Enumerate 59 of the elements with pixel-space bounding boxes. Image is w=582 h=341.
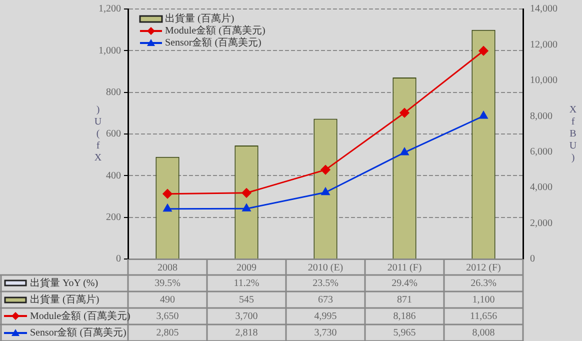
text: 23.5% xyxy=(312,278,338,289)
data-label: 871 xyxy=(397,294,412,306)
point xyxy=(242,204,251,212)
y2-axis-title: XfBU) xyxy=(569,104,578,164)
text: 26.3% xyxy=(470,278,496,289)
y-tick-label: 1,200 xyxy=(98,4,121,15)
data-label: 3,730 xyxy=(314,327,337,338)
text: 29.4% xyxy=(392,278,418,289)
data-label: 3,700 xyxy=(235,310,258,322)
data-label: 11,656 xyxy=(470,310,498,322)
legend-label: 出貨量 (百萬片) xyxy=(165,12,234,25)
y2-tick-label: 6,000 xyxy=(530,146,552,158)
point xyxy=(162,189,172,199)
data-label: 3,650 xyxy=(156,310,179,322)
x-tick-label: 2010 (E) xyxy=(308,262,344,274)
data-label: 2,805 xyxy=(156,327,179,338)
legend-label: Sensor金額 (百萬美元) xyxy=(165,36,262,49)
y2-tick-label: 0 xyxy=(530,254,535,265)
text: 39.5% xyxy=(154,278,180,289)
y-tick-label: 800 xyxy=(106,86,121,98)
point xyxy=(400,148,409,156)
y-tick-label: 400 xyxy=(106,170,121,182)
data-label: 2,818 xyxy=(235,327,258,338)
text: 出貨量 YoY (%) xyxy=(30,276,98,289)
y2-tick-label: 2,000 xyxy=(530,218,552,229)
point xyxy=(400,108,410,118)
x-tick-label: 2011 (F) xyxy=(387,262,422,274)
y-tick-label: 1,000 xyxy=(98,45,121,56)
x-tick-label: 2008 xyxy=(158,262,178,274)
y2-tick-label: 8,000 xyxy=(530,110,552,122)
x-tick-label: 2009 xyxy=(236,262,256,274)
text: Module金額 (百萬美元) xyxy=(30,310,130,322)
data-label: 1,100 xyxy=(472,294,495,306)
y-axis-title: )U(fX xyxy=(94,104,102,164)
point xyxy=(242,188,252,198)
y-tick-label: 600 xyxy=(106,128,121,140)
y2-tick-label: 10,000 xyxy=(530,75,558,86)
data-label: 5,965 xyxy=(393,327,416,338)
point xyxy=(478,46,488,56)
data-label: 490 xyxy=(160,294,175,306)
data-label: 8,008 xyxy=(472,327,495,338)
point xyxy=(321,188,330,196)
legend-label: Module金額 (百萬美元) xyxy=(165,24,266,37)
data-label: 4,995 xyxy=(314,310,337,322)
y2-tick-label: 4,000 xyxy=(530,182,552,194)
y-tick-label: 200 xyxy=(106,212,121,223)
y2-tick-label: 14,000 xyxy=(530,4,558,15)
text: Sensor金額 (百萬美元) xyxy=(30,327,126,338)
data-label: 8,186 xyxy=(393,310,416,322)
point xyxy=(479,111,488,119)
y2-tick-label: 12,000 xyxy=(530,39,558,50)
point xyxy=(163,204,172,212)
y-tick-label: 0 xyxy=(116,254,121,265)
text: 11.2% xyxy=(234,278,260,289)
data-label: 673 xyxy=(318,294,333,306)
x-tick-label: 2012 (F) xyxy=(466,262,501,274)
data-label: 545 xyxy=(239,294,254,306)
text: 出貨量 (百萬片) xyxy=(30,294,100,306)
point xyxy=(320,165,330,175)
